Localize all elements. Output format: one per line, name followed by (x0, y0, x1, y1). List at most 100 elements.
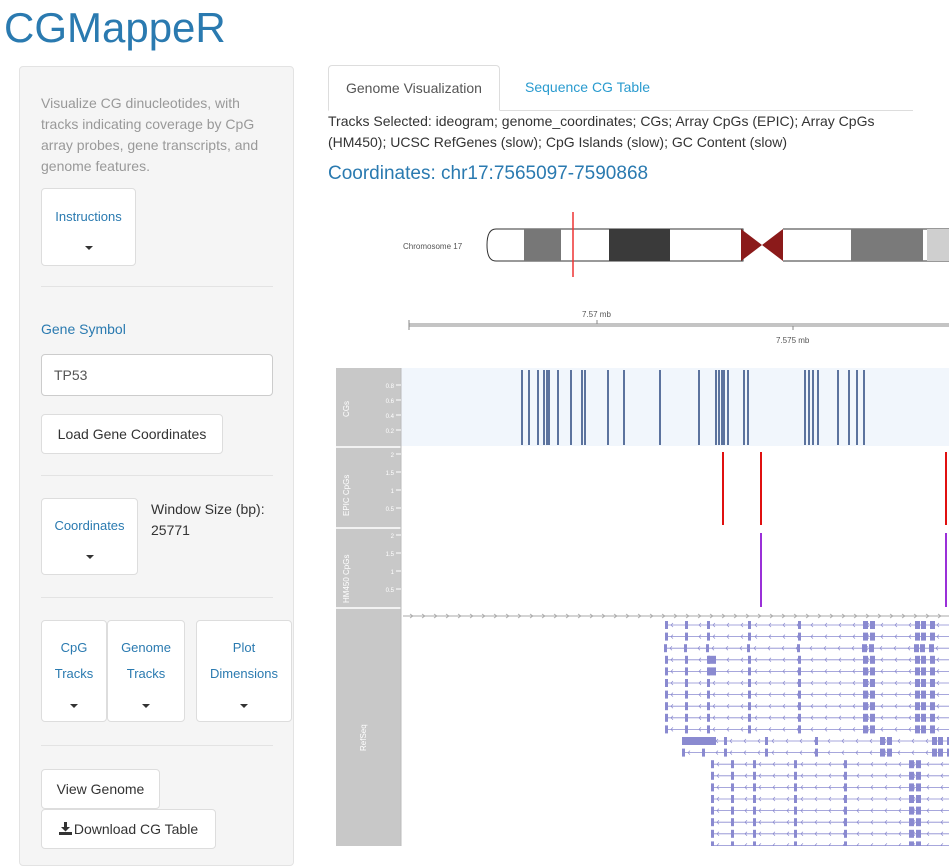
gene-symbol-input[interactable] (41, 354, 273, 396)
exon (916, 771, 921, 780)
strand-arrow (880, 657, 884, 663)
divider (41, 597, 273, 598)
strand-arrow (758, 785, 762, 790)
plot-dimensions-dropdown[interactable]: Plot Dimensions (196, 620, 292, 722)
instructions-dropdown[interactable]: Instructions (41, 188, 136, 266)
strand-arrow (824, 622, 828, 628)
exon (870, 679, 875, 687)
strand-arrow (768, 680, 772, 686)
strand-arrow (894, 692, 898, 697)
strand-arrow (884, 843, 888, 846)
load-gene-coordinates-button[interactable]: Load Gene Coordinates (41, 414, 223, 454)
exon (915, 667, 920, 676)
genome-tracks-label: Genome Tracks (108, 635, 184, 687)
strand-arrow (837, 645, 841, 651)
strand-arrow (936, 703, 940, 709)
epic-tick-label: 1 (391, 489, 395, 495)
strand-arrow (670, 727, 674, 732)
exon (794, 818, 797, 827)
strand-arrow (745, 613, 750, 619)
exon (798, 632, 801, 641)
exon (665, 632, 668, 641)
epic-tick-label: 2 (391, 453, 395, 459)
view-genome-button[interactable]: View Genome (41, 769, 160, 809)
exon (797, 644, 800, 653)
strand-arrow (828, 808, 832, 813)
genome-tracks-dropdown[interactable]: Genome Tracks (107, 620, 185, 722)
strand-arrow (716, 843, 720, 846)
exon (664, 644, 667, 653)
strand-arrow (936, 669, 940, 674)
tab-sequence-cg-table[interactable]: Sequence CG Table (525, 79, 651, 95)
exon (915, 725, 920, 734)
exon (929, 644, 934, 653)
strand-arrow (925, 750, 929, 755)
strand-arrow (698, 692, 702, 697)
strand-arrow (838, 703, 842, 709)
strand-arrow (940, 773, 944, 779)
strand-arrow (870, 843, 874, 846)
coordinates-dropdown[interactable]: Coordinates (41, 498, 138, 575)
exon (916, 806, 921, 815)
tab-genome-visualization[interactable]: Genome Visualization (328, 65, 500, 111)
strand-arrow (493, 613, 498, 619)
strand-arrow (744, 785, 748, 790)
divider (41, 286, 273, 287)
strand-arrow (782, 657, 786, 663)
strand-arrow (852, 703, 856, 709)
strand-arrow (898, 808, 902, 813)
strand-arrow (898, 819, 902, 825)
strand-arrow (740, 669, 744, 674)
exon (753, 841, 756, 846)
strand-arrow (852, 692, 856, 697)
strand-arrow (814, 819, 818, 825)
exon (930, 679, 935, 687)
strand-arrow (744, 773, 748, 779)
strand-arrow (908, 622, 912, 628)
exon (707, 702, 710, 711)
strand-arrow (754, 622, 758, 628)
exon (870, 621, 875, 629)
exon (794, 795, 797, 803)
strand-arrow (712, 703, 716, 709)
exon (862, 644, 867, 653)
exon (915, 632, 920, 641)
strand-arrow (601, 613, 606, 619)
strand-arrow (870, 761, 874, 767)
strand-arrow (733, 613, 738, 619)
exon (665, 621, 668, 629)
strand-arrow (740, 622, 744, 628)
band (927, 229, 949, 261)
strand-arrow (824, 727, 828, 732)
strand-arrow (805, 613, 810, 619)
download-cg-table-button[interactable]: Download CG Table (41, 809, 216, 849)
exon (748, 725, 751, 734)
exon (916, 760, 921, 769)
strand-arrow (670, 622, 674, 628)
strand-arrow (925, 738, 929, 744)
cpg-tracks-dropdown[interactable]: CpG Tracks (41, 620, 107, 722)
strand-arrow (824, 680, 828, 686)
exon (685, 713, 688, 722)
axis-tick-label: 7.575 mb (776, 336, 810, 345)
strand-arrow (772, 843, 776, 846)
strand-arrow (771, 738, 775, 744)
strand-arrow (698, 715, 702, 721)
strand-arrow (769, 613, 774, 619)
strand-arrow (828, 785, 832, 790)
strand-arrow (726, 634, 730, 639)
strand-arrow (852, 634, 856, 639)
strand-arrow (739, 645, 743, 651)
exon (707, 632, 710, 641)
exon (916, 818, 921, 827)
exon (930, 655, 935, 664)
plot-dimensions-label: Plot Dimensions (197, 635, 291, 687)
strand-arrow (726, 669, 730, 674)
strand-arrow (481, 613, 486, 619)
strand-arrow (827, 750, 831, 755)
exon (863, 632, 868, 641)
exon (863, 621, 868, 629)
strand-arrow (786, 808, 790, 813)
exon (915, 679, 920, 687)
strand-arrow (940, 761, 944, 767)
